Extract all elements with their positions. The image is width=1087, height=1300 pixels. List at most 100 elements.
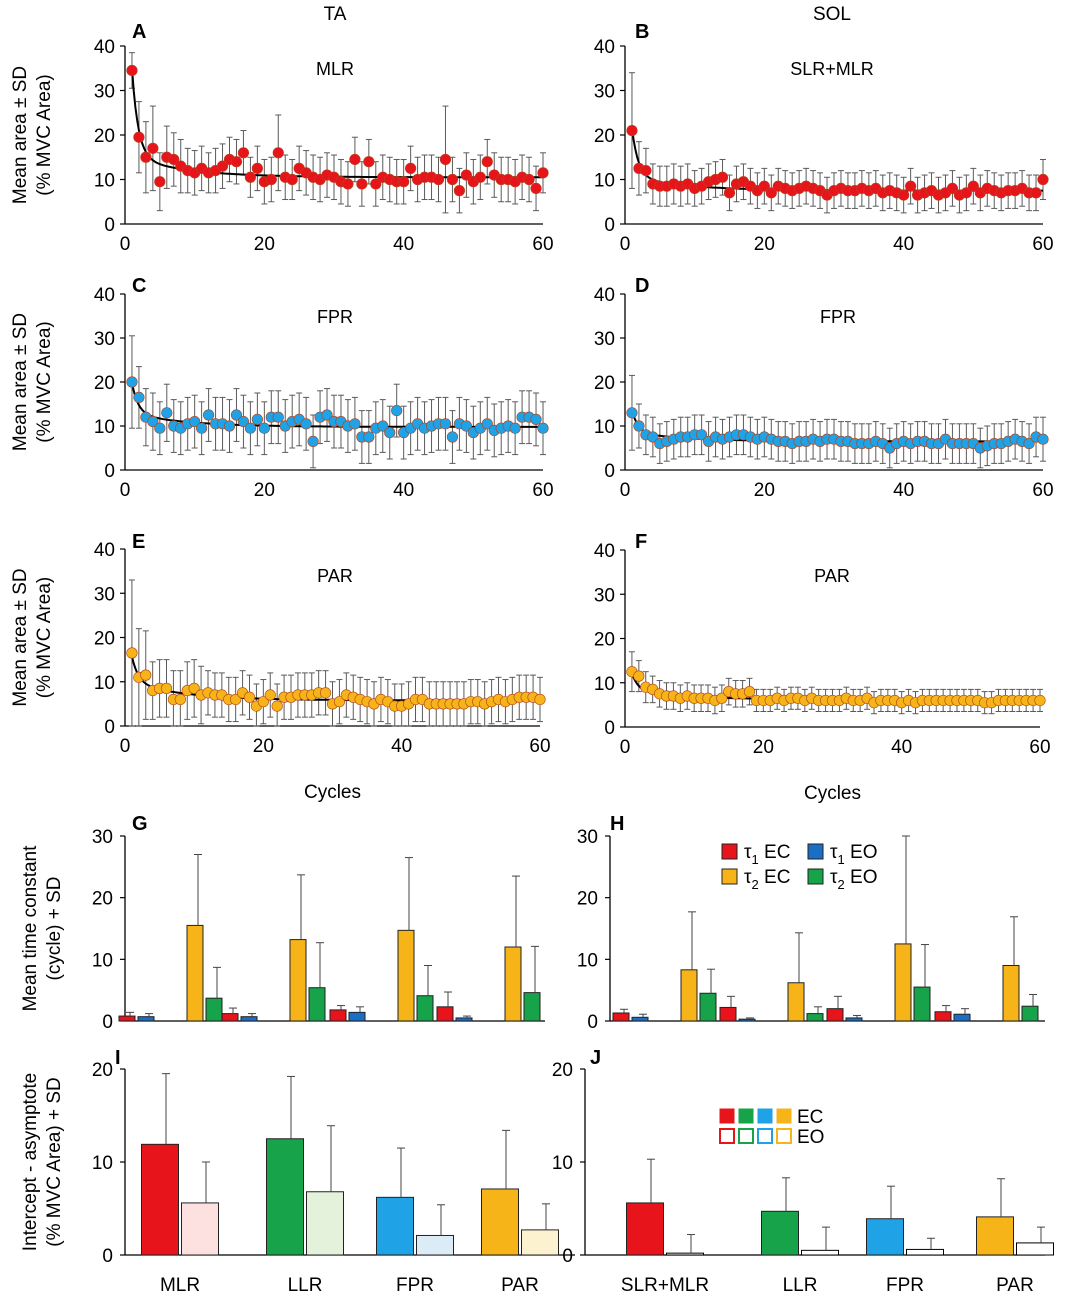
panel-letter-I: I [115, 1047, 121, 1069]
panel-C-xtick-label: 0 [120, 480, 131, 501]
bar [240, 1016, 258, 1022]
panel-C-xtick-label: 40 [393, 480, 414, 501]
panel-A-ytick-label: 40 [94, 37, 115, 58]
panel-J-ytick-label: 20 [552, 1060, 573, 1081]
panel-J-group-label: LLR [783, 1275, 818, 1296]
panel-H-ytick-label: 30 [577, 827, 598, 848]
panel-letter-G: G [132, 813, 148, 835]
legend-swatch [807, 843, 824, 860]
bar [845, 1017, 863, 1022]
data-point [319, 687, 332, 699]
bar [626, 1202, 664, 1256]
data-point [474, 171, 486, 183]
data-point [460, 169, 472, 181]
panel-E-xlabel: Cycles [304, 782, 361, 803]
bar [397, 929, 415, 1022]
data-point [349, 153, 361, 166]
data-point [633, 670, 645, 682]
panel-F-xtick-label: 20 [753, 737, 774, 758]
panel-A-xtick-label: 20 [254, 234, 275, 255]
panel-G-ylabel: Mean time constant (cycle) + SD [20, 845, 65, 1012]
panel-B-xtick-label: 60 [1032, 234, 1053, 255]
data-point [716, 171, 729, 183]
column-title-ta: TA [324, 4, 347, 25]
panel-A-ytick-label: 10 [94, 171, 115, 192]
bar [118, 1015, 136, 1022]
bar [455, 1017, 473, 1022]
panel-G-ytick-label: 0 [102, 1012, 113, 1033]
legend-swatch [719, 1128, 735, 1144]
bar [738, 1018, 756, 1022]
data-point [264, 689, 276, 701]
legend-swatch [719, 1108, 735, 1124]
data-point [160, 682, 173, 694]
panel-I-ylabel-line: Intercept - asymptote [20, 1073, 41, 1251]
panel-F-xtick-label: 60 [1029, 737, 1050, 758]
panel-D-condition-label: FPR [820, 307, 856, 327]
data-point [356, 178, 368, 190]
legend-swatch [807, 868, 824, 885]
legend-text: EO [845, 867, 878, 888]
panel-E-ytick-label: 0 [104, 717, 115, 738]
data-point [696, 429, 708, 441]
panel-G-ytick-label: 10 [92, 950, 113, 971]
panel-A-condition-label: MLR [316, 59, 354, 79]
panel-C-ytick-label: 20 [94, 373, 115, 394]
bar [801, 1249, 839, 1256]
legend-label: EC [797, 1107, 823, 1128]
panel-I-group-label: FPR [396, 1275, 434, 1296]
bar [504, 946, 522, 1022]
bar [348, 1011, 366, 1022]
panel-G-ytick-label: 30 [92, 827, 113, 848]
data-point [230, 409, 243, 421]
panel-E-xtick-label: 40 [391, 736, 412, 757]
data-point [363, 156, 375, 168]
data-point [265, 173, 277, 186]
data-point [333, 696, 346, 708]
bar [329, 1009, 347, 1022]
panel-A-ylabel: Mean area ± SD (% MVC Area) [10, 66, 55, 204]
panel-I-group-label: MLR [160, 1275, 200, 1296]
data-point [230, 156, 243, 168]
bar [221, 1013, 239, 1022]
legend-subscript: 2 [752, 877, 759, 892]
panel-J-group-label: FPR [886, 1275, 924, 1296]
data-point [243, 691, 256, 703]
panel-D-xtick-label: 0 [620, 480, 631, 501]
legend-subscript: 1 [752, 852, 759, 867]
panel-I-ylabel-line: (% MVC Area) + SD [44, 1077, 65, 1246]
panel-F-ytick-label: 20 [594, 630, 615, 651]
data-point [398, 176, 410, 188]
data-point [188, 682, 200, 694]
bar [680, 969, 698, 1022]
bar [1002, 965, 1020, 1022]
data-point [758, 180, 770, 192]
panel-E-ylabel: Mean area ± SD (% MVC Area) [10, 568, 55, 706]
data-point [147, 142, 159, 154]
legend-symbol: τ [830, 842, 838, 863]
panel-E-xtick-label: 0 [120, 736, 131, 757]
data-point [377, 420, 389, 432]
data-point [460, 420, 472, 432]
data-point [446, 173, 459, 186]
panel-J-group-label: PAR [996, 1275, 1034, 1296]
bar [612, 1012, 630, 1022]
panel-C-xtick-label: 20 [254, 480, 275, 501]
legend-label: τ1 EC [744, 842, 790, 867]
panel-letter-A: A [132, 21, 146, 43]
panel-F-ytick-label: 40 [594, 541, 615, 562]
bar [806, 1013, 824, 1022]
data-point [300, 418, 312, 430]
panel-C-ytick-label: 30 [94, 329, 115, 350]
data-point [133, 131, 145, 143]
panel-A-ytick-label: 30 [94, 82, 115, 103]
panel-F-ytick-label: 10 [594, 674, 615, 695]
data-point [523, 173, 535, 186]
panel-C-ytick-label: 10 [94, 417, 115, 438]
panel-B-ytick-label: 0 [604, 215, 615, 236]
panel-D-ytick-label: 20 [594, 373, 615, 394]
data-point [189, 416, 201, 428]
panel-I-ytick-label: 10 [92, 1153, 113, 1174]
panel-F-xtick-label: 0 [620, 737, 631, 758]
panel-E-ytick-label: 10 [94, 673, 115, 694]
